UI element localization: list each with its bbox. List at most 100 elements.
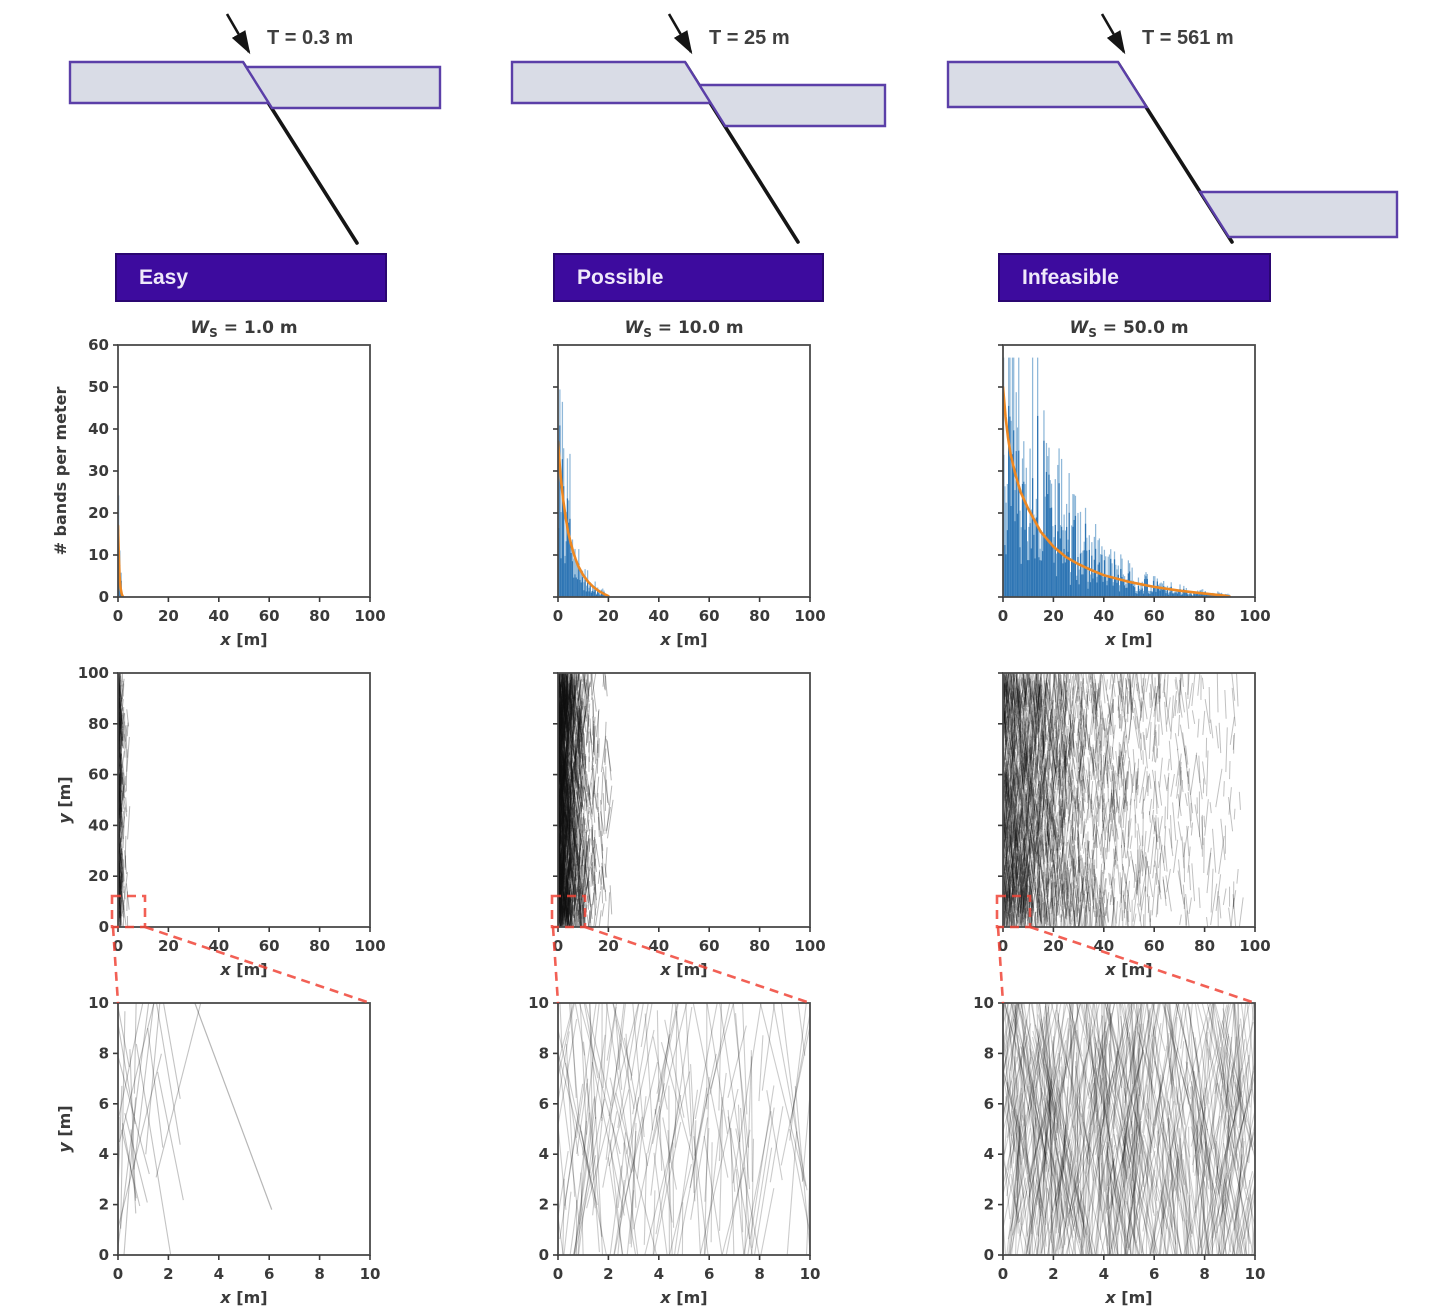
feasibility-banner-infeasible: Infeasible — [998, 253, 1271, 302]
hangingwall-layer — [697, 83, 887, 128]
svg-text:40: 40 — [1093, 607, 1114, 625]
axes-frame — [557, 672, 811, 928]
axes-frame — [117, 1002, 371, 1256]
svg-text:20: 20 — [598, 607, 619, 625]
feasibility-banner-possible: Possible — [553, 253, 824, 302]
axes-frame — [1002, 672, 1256, 928]
svg-text:80: 80 — [749, 607, 770, 625]
inset-infeasible-content — [1003, 1003, 1255, 1255]
svg-text:60: 60 — [88, 336, 109, 354]
decay-curve — [1003, 385, 1232, 597]
svg-text:0: 0 — [553, 937, 563, 955]
zoom-connector-right — [144, 925, 371, 1005]
svg-text:0: 0 — [998, 607, 1008, 625]
svg-text:40: 40 — [208, 937, 229, 955]
inset-possible-content — [558, 1003, 810, 1255]
svg-text:x [m]: x [m] — [219, 960, 267, 979]
svg-text:100: 100 — [794, 607, 825, 625]
svg-text:50: 50 — [88, 378, 109, 396]
axes-frame — [1002, 1002, 1256, 1256]
throw-arrow-icon — [225, 13, 251, 55]
footwall-layer — [510, 60, 713, 105]
svg-text:100: 100 — [78, 664, 109, 682]
svg-text:60: 60 — [699, 937, 720, 955]
throw-arrow-icon — [667, 13, 693, 55]
hist-infeasible: 0 20 40 60 80 100 x [m] WS = 50.0 m — [998, 318, 1271, 649]
svg-text:40: 40 — [208, 607, 229, 625]
zoom-connector-right — [584, 925, 811, 1005]
svg-text:0: 0 — [113, 607, 123, 625]
schematic-easy: T = 0.3 m — [68, 13, 442, 245]
map-easy-content — [118, 673, 131, 927]
axes-frame — [117, 672, 371, 928]
map-possible: 0 20 40 60 80 100 x [m] — [553, 672, 826, 979]
svg-text:60: 60 — [88, 766, 109, 784]
throw-label: T = 561 m — [1142, 27, 1234, 49]
svg-text:y [m]: y [m] — [55, 776, 74, 823]
svg-text:x [m]: x [m] — [659, 630, 707, 649]
svg-text:# bands per meter: # bands per meter — [51, 386, 70, 555]
zoom-indicator-1 — [550, 894, 811, 1005]
svg-text:0: 0 — [113, 937, 123, 955]
hist-easy: 0 20 40 60 80 100 0 10 20 30 40 50 60 x [m] # bands pe… — [51, 318, 386, 649]
svg-text:80: 80 — [309, 937, 330, 955]
svg-text:20: 20 — [88, 504, 109, 522]
zoom-indicator-0 — [110, 894, 371, 1005]
svg-text:60: 60 — [1144, 607, 1165, 625]
svg-text:30: 30 — [88, 462, 109, 480]
svg-text:20: 20 — [158, 937, 179, 955]
axes-frame — [557, 344, 811, 598]
svg-text:WS = 10.0 m: WS = 10.0 m — [624, 318, 743, 340]
map-possible-content — [558, 673, 614, 927]
svg-text:x [m]: x [m] — [659, 960, 707, 979]
svg-text:80: 80 — [1194, 607, 1215, 625]
svg-text:0: 0 — [99, 918, 109, 936]
zoom-box — [550, 894, 587, 929]
svg-text:100: 100 — [794, 937, 825, 955]
footwall-layer — [68, 60, 271, 105]
zoom-box — [110, 894, 147, 929]
throw-label: T = 25 m — [709, 27, 790, 49]
svg-text:WS = 50.0 m: WS = 50.0 m — [1069, 318, 1188, 340]
svg-text:60: 60 — [699, 607, 720, 625]
decay-curve — [558, 440, 610, 597]
svg-text:20: 20 — [88, 867, 109, 885]
svg-text:40: 40 — [648, 607, 669, 625]
svg-text:40: 40 — [88, 816, 109, 834]
zoom-connector-right — [1029, 925, 1256, 1005]
footwall-layer — [946, 60, 1149, 109]
svg-text:100: 100 — [354, 607, 385, 625]
svg-text:20: 20 — [598, 937, 619, 955]
zoom-connector-left — [996, 926, 1005, 1004]
zoom-box — [995, 894, 1032, 929]
svg-text:0: 0 — [553, 607, 563, 625]
zoom-connector-left — [111, 926, 120, 1004]
svg-text:60: 60 — [259, 607, 280, 625]
svg-text:80: 80 — [88, 715, 109, 733]
svg-text:20: 20 — [158, 607, 179, 625]
schematic-infeasible: T = 561 m — [946, 13, 1399, 244]
svg-text:100: 100 — [1239, 607, 1270, 625]
svg-text:x [m]: x [m] — [1104, 630, 1152, 649]
schematic-possible: T = 25 m — [510, 13, 887, 244]
throw-arrow-icon — [1100, 13, 1126, 55]
map-easy: 0 20 40 60 80 100 0 20 40 60 80 100 x [m] y [m] — [55, 664, 386, 979]
svg-text:WS = 1.0 m: WS = 1.0 m — [190, 318, 297, 340]
svg-text:20: 20 — [1043, 607, 1064, 625]
svg-text:10: 10 — [88, 546, 109, 564]
svg-text:80: 80 — [749, 937, 770, 955]
hist-possible: 0 20 40 60 80 100 x [m] WS = 10.0 m — [553, 318, 826, 649]
axes-frame — [557, 1002, 811, 1256]
svg-text:100: 100 — [354, 937, 385, 955]
hist-infeasible-content — [1003, 357, 1232, 597]
hist-possible-content — [558, 389, 610, 597]
svg-text:60: 60 — [259, 937, 280, 955]
svg-text:40: 40 — [648, 937, 669, 955]
svg-text:x [m]: x [m] — [219, 630, 267, 649]
hangingwall-layer — [1198, 190, 1399, 239]
